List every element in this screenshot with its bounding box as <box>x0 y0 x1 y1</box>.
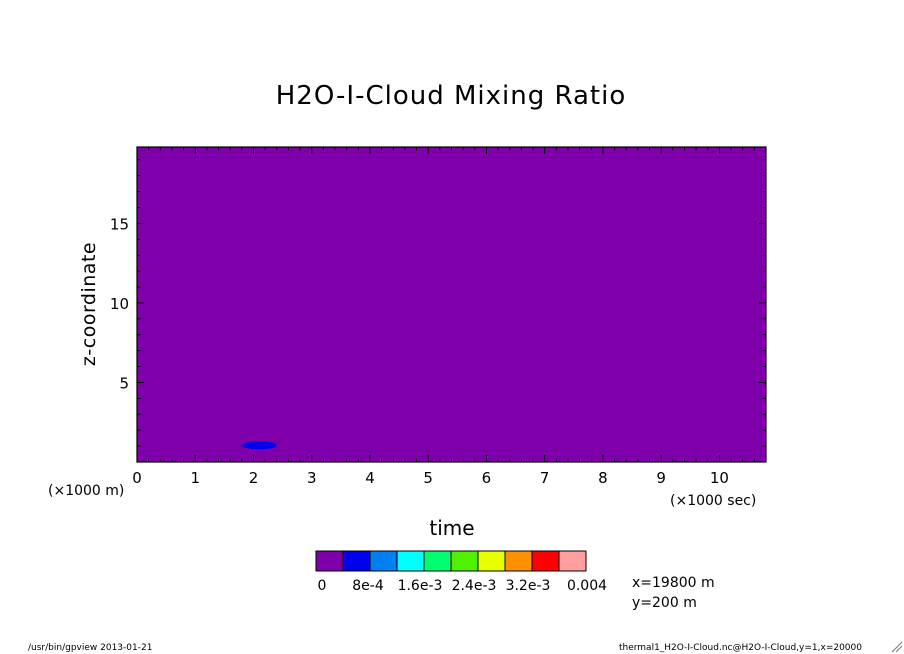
colorbar-swatch <box>423 550 452 572</box>
info-y: y=200 m <box>632 595 697 611</box>
x-axis-label: time <box>429 516 474 540</box>
x-tick-label: 5 <box>423 469 433 487</box>
x-scale-label: (×1000 sec) <box>670 493 756 509</box>
x-tick-label: 0 <box>132 469 142 487</box>
info-x: x=19800 m <box>632 575 715 591</box>
axis-tick-labels: 0 1 2 3 4 5 6 7 8 9 10 5 10 15 <box>110 215 729 487</box>
x-tick-label: 1 <box>190 469 200 487</box>
x-tick-label: 3 <box>307 469 317 487</box>
colorbar-label: 2.4e-3 <box>452 578 497 594</box>
colorbar-label: 8e-4 <box>352 578 384 594</box>
colorbar-swatch <box>450 550 479 572</box>
colorbar <box>315 550 587 572</box>
y-axis-label: z-coordinate <box>78 242 100 366</box>
plot-area <box>137 147 766 462</box>
colorbar-swatch <box>396 550 425 572</box>
colorbar-swatch <box>531 550 560 572</box>
contour-features <box>241 441 277 450</box>
x-tick-label: 9 <box>656 469 666 487</box>
resize-grip-icon[interactable] <box>891 641 903 653</box>
footer-left: /usr/bin/gpview 2013-01-21 <box>28 643 152 653</box>
colorbar-swatch <box>558 550 587 572</box>
x-tick-label: 10 <box>710 469 729 487</box>
y-tick-label: 10 <box>110 295 129 313</box>
colorbar-swatch <box>369 550 398 572</box>
colorbar-label: 3.2e-3 <box>506 578 551 594</box>
y-tick-label: 5 <box>119 374 129 392</box>
y-tick-label: 15 <box>110 215 129 233</box>
axis-ticks <box>136 147 767 463</box>
colorbar-label: 1.6e-3 <box>398 578 443 594</box>
colorbar-label: 0.004 <box>567 578 607 594</box>
colorbar-swatch <box>342 550 371 572</box>
y-scale-label: (×1000 m) <box>48 483 124 499</box>
x-tick-label: 2 <box>249 469 259 487</box>
colorbar-labels: 0 8e-4 1.6e-3 2.4e-3 3.2e-3 0.004 <box>318 578 608 594</box>
x-tick-label: 6 <box>482 469 492 487</box>
x-tick-label: 7 <box>540 469 550 487</box>
colorbar-swatch <box>477 550 506 572</box>
colorbar-swatch <box>504 550 533 572</box>
footer-right: thermal1_H2O-I-Cloud.nc@H2O-I-Cloud,y=1,… <box>619 643 862 653</box>
x-tick-label: 4 <box>365 469 375 487</box>
contour-feature-0 <box>241 441 277 450</box>
x-tick-label: 8 <box>598 469 608 487</box>
colorbar-label: 0 <box>318 578 327 594</box>
colorbar-swatch <box>315 550 344 572</box>
chart-title: H2O-I-Cloud Mixing Ratio <box>276 81 627 111</box>
